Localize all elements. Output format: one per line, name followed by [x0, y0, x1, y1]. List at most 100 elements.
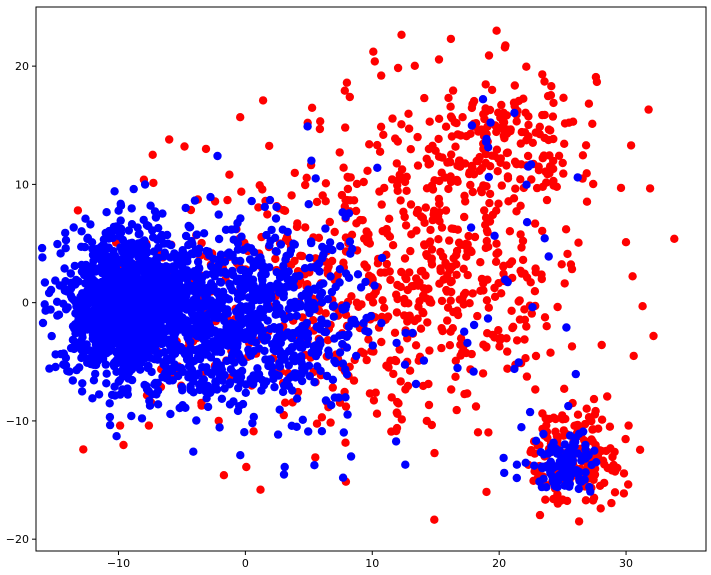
- blue-point: [183, 320, 192, 329]
- blue-point: [469, 367, 478, 376]
- red-point: [605, 422, 615, 431]
- blue-point: [140, 319, 150, 329]
- red-point: [481, 80, 490, 89]
- blue-point: [278, 387, 288, 397]
- red-point: [560, 139, 569, 148]
- blue-point: [77, 336, 86, 346]
- red-point: [403, 381, 413, 391]
- red-point: [390, 328, 400, 337]
- blue-point: [297, 291, 306, 301]
- red-point: [360, 260, 369, 269]
- x-tick-label: 30: [619, 557, 633, 570]
- blue-point: [239, 245, 248, 254]
- blue-point: [110, 251, 120, 260]
- red-point: [464, 231, 473, 241]
- red-point: [522, 62, 531, 71]
- blue-point: [258, 307, 268, 317]
- red-point: [503, 174, 513, 183]
- red-point: [424, 284, 433, 293]
- blue-point: [345, 237, 355, 246]
- blue-point: [140, 259, 150, 268]
- red-point: [549, 98, 558, 108]
- blue-point: [140, 180, 150, 189]
- blue-point: [307, 156, 316, 165]
- red-point: [454, 238, 464, 247]
- blue-point: [236, 214, 245, 223]
- blue-point: [167, 301, 176, 310]
- red-point: [386, 275, 395, 285]
- red-point: [402, 186, 411, 195]
- blue-point: [463, 338, 472, 348]
- red-point: [538, 154, 547, 163]
- blue-point: [266, 281, 275, 291]
- red-point: [554, 151, 564, 160]
- blue-point: [178, 386, 187, 395]
- red-point: [422, 416, 431, 426]
- red-point: [321, 309, 330, 318]
- blue-point: [341, 393, 350, 402]
- red-point: [375, 147, 385, 156]
- blue-point: [146, 201, 155, 210]
- red-point: [486, 162, 495, 171]
- red-point: [518, 255, 528, 265]
- red-point: [526, 447, 535, 457]
- red-point: [448, 86, 458, 95]
- red-point: [540, 313, 550, 322]
- blue-point: [510, 108, 519, 118]
- red-point: [580, 419, 590, 429]
- blue-point: [93, 285, 102, 294]
- red-point: [223, 195, 232, 205]
- blue-point: [265, 241, 274, 250]
- red-point: [452, 118, 461, 128]
- blue-point: [215, 374, 225, 384]
- y-tick-label: −10: [6, 415, 29, 428]
- blue-point: [191, 371, 201, 380]
- red-point: [410, 61, 419, 70]
- blue-point: [173, 298, 183, 307]
- blue-point: [330, 334, 339, 343]
- red-point: [502, 334, 511, 343]
- blue-point: [310, 461, 319, 470]
- red-point: [451, 372, 460, 381]
- blue-point: [143, 363, 152, 373]
- red-point: [180, 142, 189, 151]
- blue-point: [265, 195, 275, 205]
- blue-point: [322, 371, 332, 381]
- blue-point: [304, 299, 313, 308]
- red-point: [406, 200, 416, 209]
- blue-point: [295, 336, 305, 346]
- blue-point: [51, 362, 60, 372]
- blue-point: [275, 405, 284, 414]
- blue-point: [60, 264, 69, 273]
- red-point: [406, 246, 415, 256]
- red-point: [595, 481, 605, 490]
- blue-point: [251, 338, 260, 347]
- blue-point: [60, 286, 70, 295]
- red-point: [342, 78, 352, 87]
- red-point: [440, 173, 450, 182]
- red-point: [368, 274, 377, 284]
- red-point: [388, 114, 397, 123]
- blue-point: [311, 174, 320, 183]
- red-point: [558, 411, 567, 420]
- red-point: [619, 469, 629, 478]
- blue-point: [292, 394, 302, 403]
- red-point: [557, 260, 566, 269]
- blue-point: [319, 319, 328, 328]
- red-point: [435, 199, 444, 209]
- blue-point: [86, 271, 95, 280]
- blue-point: [233, 239, 243, 248]
- blue-point: [249, 295, 259, 304]
- red-point: [312, 419, 322, 428]
- blue-point: [305, 308, 314, 318]
- blue-point: [56, 249, 65, 258]
- blue-point: [215, 297, 224, 306]
- blue-point: [115, 232, 124, 241]
- blue-point: [209, 282, 218, 291]
- red-point: [372, 409, 382, 418]
- red-point: [545, 169, 554, 178]
- red-point: [538, 70, 547, 79]
- blue-point: [411, 379, 421, 389]
- red-point: [371, 287, 380, 297]
- red-point: [635, 445, 645, 454]
